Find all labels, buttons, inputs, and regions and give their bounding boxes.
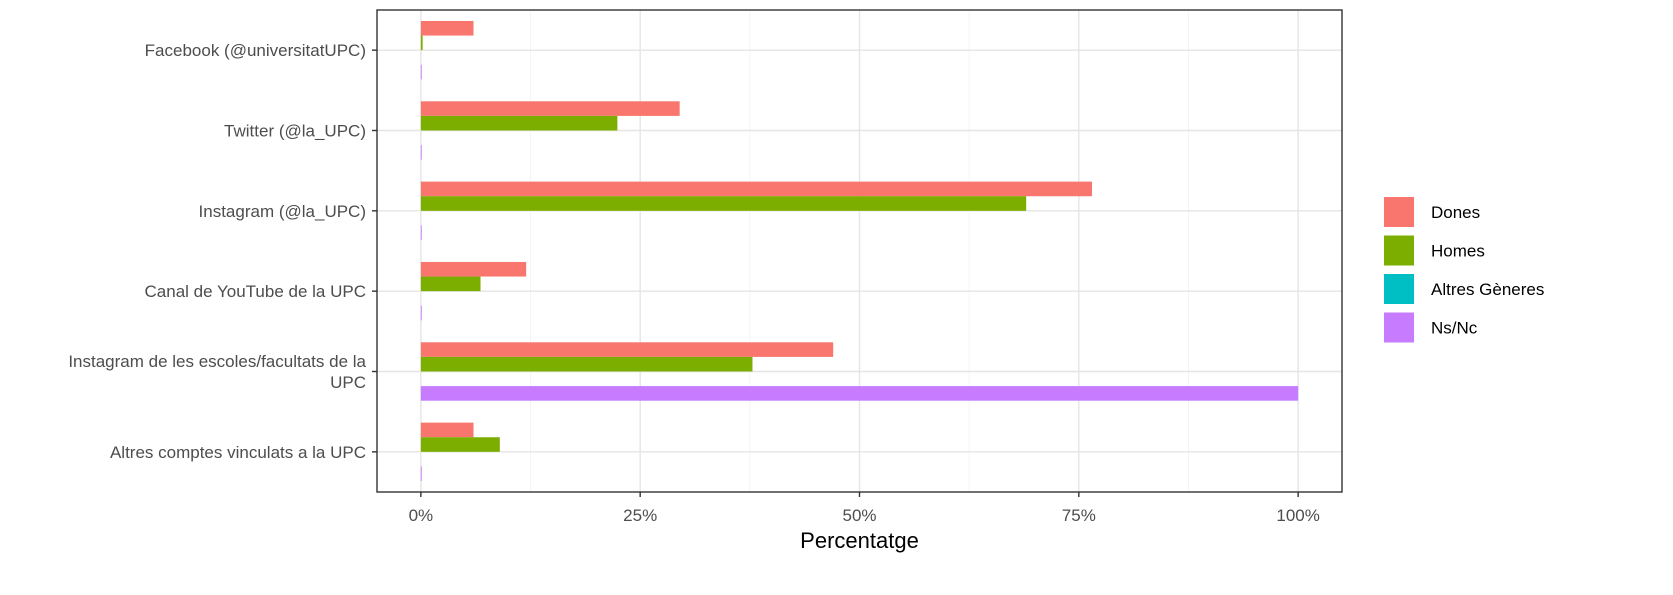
y-category-label-line: Facebook (@universitatUPC) xyxy=(145,41,366,60)
legend-label: Altres Gèneres xyxy=(1431,280,1544,299)
bar xyxy=(420,466,422,482)
y-category-label-line: Twitter (@la_UPC) xyxy=(224,122,366,141)
legend-key xyxy=(1384,274,1414,304)
y-category-label-line: Instagram (@la_UPC) xyxy=(199,202,366,221)
bar xyxy=(420,145,422,160)
bar xyxy=(420,225,422,241)
bars-layer xyxy=(420,20,1299,482)
legend-key xyxy=(1384,197,1414,227)
y-category-label-line: Canal de YouTube de la UPC xyxy=(145,282,366,301)
bar xyxy=(420,35,423,51)
x-axis-title: Percentatge xyxy=(800,528,919,553)
bar xyxy=(420,261,527,277)
y-category-label-line: Altres comptes vinculats a la UPC xyxy=(110,443,366,462)
x-tick-label: 100% xyxy=(1276,506,1319,525)
x-tick-label: 50% xyxy=(842,506,876,525)
y-category-label-line: UPC xyxy=(330,373,366,392)
legend-label: Homes xyxy=(1431,242,1485,261)
y-category-label: Instagram (@la_UPC) xyxy=(199,202,366,221)
legend-key xyxy=(1384,235,1414,266)
legend: Dones Homes Altres Gèneres Ns/Nc xyxy=(1384,197,1544,343)
bar xyxy=(420,305,422,321)
x-tick-label: 0% xyxy=(409,506,434,525)
y-category-label: Altres comptes vinculats a la UPC xyxy=(110,443,366,462)
x-tick-label: 25% xyxy=(623,506,657,525)
bar xyxy=(420,437,500,452)
y-category-label: Canal de YouTube de la UPC xyxy=(145,282,366,301)
legend-key xyxy=(1384,312,1414,343)
grid-layer xyxy=(377,10,1342,492)
legend-label: Ns/Nc xyxy=(1431,319,1478,338)
legend-label: Dones xyxy=(1431,203,1480,222)
x-tick-label: 75% xyxy=(1062,506,1096,525)
ticks-layer: 0% 25% 50% 75% 100% Facebook (@universitatUPC… xyxy=(68,41,1320,525)
bar xyxy=(420,101,680,116)
y-category-label: Twitter (@la_UPC) xyxy=(224,122,366,141)
bar xyxy=(420,356,753,372)
bar xyxy=(420,181,1092,197)
bar xyxy=(420,64,422,80)
y-category-label-line: Instagram de les escoles/facultats de la xyxy=(68,352,366,371)
bar xyxy=(420,276,481,292)
bar xyxy=(420,422,474,438)
bar xyxy=(420,20,474,36)
bar xyxy=(420,342,834,357)
bar xyxy=(420,196,1027,211)
bar xyxy=(420,115,618,131)
y-category-label: Facebook (@universitatUPC) xyxy=(145,41,366,60)
bar xyxy=(420,386,1299,401)
y-category-label: Instagram de les escoles/facultats de la… xyxy=(68,352,366,392)
